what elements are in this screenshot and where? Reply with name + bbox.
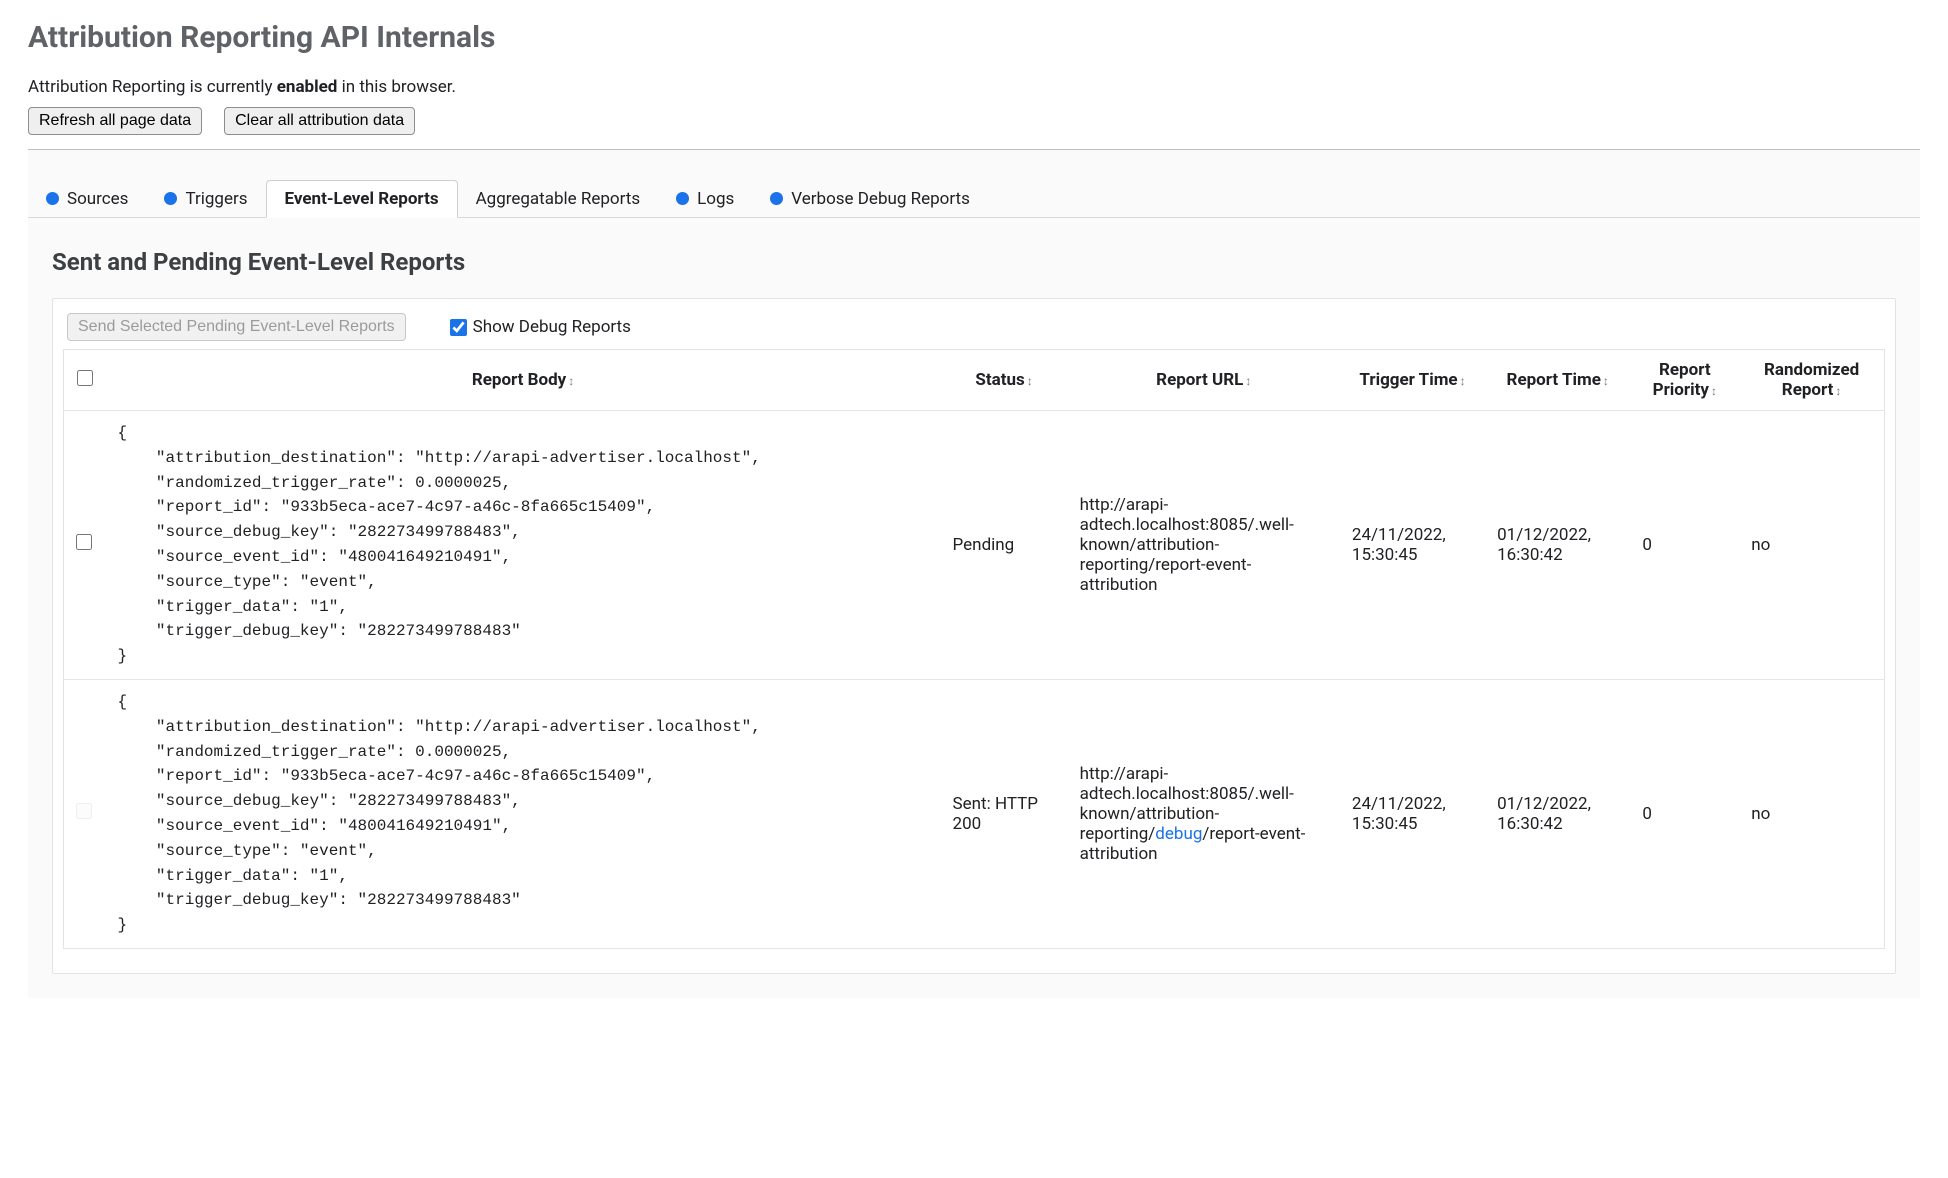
row-select-cell [64, 679, 106, 948]
tab-label: Triggers [185, 189, 247, 209]
tab-label: Verbose Debug Reports [791, 189, 970, 209]
report-box: Send Selected Pending Event-Level Report… [52, 298, 1896, 974]
status-line: Attribution Reporting is currently enabl… [28, 77, 1920, 97]
priority-cell: 0 [1630, 411, 1739, 680]
dot-icon [770, 192, 783, 205]
clear-button[interactable]: Clear all attribution data [224, 107, 415, 135]
tab-label: Event-Level Reports [285, 189, 439, 209]
url-cell: http://arapi-adtech.localhost:8085/.well… [1068, 679, 1340, 948]
tab-sources[interactable]: Sources [28, 180, 146, 217]
report-time-cell: 01/12/2022, 16:30:42 [1485, 679, 1630, 948]
page-title: Attribution Reporting API Internals [28, 20, 1920, 55]
report-time-cell: 01/12/2022, 16:30:42 [1485, 411, 1630, 680]
show-debug-label[interactable]: Show Debug Reports [450, 317, 631, 337]
tab-aggregatable-reports[interactable]: Aggregatable Reports [458, 180, 659, 217]
tab-event-level-reports[interactable]: Event-Level Reports [266, 180, 458, 218]
header-trigger-time[interactable]: Trigger Time↕ [1340, 350, 1485, 411]
status-state: enabled [277, 77, 338, 97]
top-button-row: Refresh all page data Clear all attribut… [28, 107, 1920, 135]
sort-icon: ↕ [1027, 374, 1033, 388]
header-text: Status [975, 370, 1024, 390]
refresh-button[interactable]: Refresh all page data [28, 107, 202, 135]
tab-verbose-debug-reports[interactable]: Verbose Debug Reports [752, 180, 988, 217]
table-row: { "attribution_destination": "http://ara… [64, 679, 1885, 948]
tabs: Sources Triggers Event-Level Reports Agg… [28, 180, 1920, 218]
header-text: Report Priority [1653, 360, 1711, 400]
row-select-cell[interactable] [64, 411, 106, 680]
status-suffix: in this browser. [337, 77, 456, 97]
header-text: Trigger Time [1359, 370, 1457, 390]
header-text: Report Time [1507, 370, 1601, 390]
report-toolbar: Send Selected Pending Event-Level Report… [63, 313, 1885, 349]
dot-icon [46, 192, 59, 205]
dot-icon [164, 192, 177, 205]
header-report-body[interactable]: Report Body↕ [106, 350, 941, 411]
sort-icon: ↕ [1835, 384, 1841, 398]
status-cell: Sent: HTTP 200 [941, 679, 1068, 948]
header-report-time[interactable]: Report Time↕ [1485, 350, 1630, 411]
header-randomized-report[interactable]: Randomized Report↕ [1739, 350, 1884, 411]
tab-label: Aggregatable Reports [476, 189, 641, 209]
status-cell: Pending [941, 411, 1068, 680]
header-text: Report Body [472, 370, 566, 390]
tab-label: Logs [697, 189, 734, 209]
section-title: Sent and Pending Event-Level Reports [52, 248, 1896, 276]
send-selected-button[interactable]: Send Selected Pending Event-Level Report… [67, 313, 406, 341]
randomized-cell: no [1739, 679, 1884, 948]
header-report-priority[interactable]: Report Priority↕ [1630, 350, 1739, 411]
url-debug-fragment: debug [1155, 824, 1202, 844]
header-status[interactable]: Status↕ [941, 350, 1068, 411]
show-debug-text: Show Debug Reports [473, 317, 631, 337]
trigger-time-cell: 24/11/2022, 15:30:45 [1340, 411, 1485, 680]
row-checkbox [76, 803, 92, 819]
sort-icon: ↕ [1245, 374, 1251, 388]
randomized-cell: no [1739, 411, 1884, 680]
tab-logs[interactable]: Logs [658, 180, 752, 217]
priority-cell: 0 [1630, 679, 1739, 948]
tab-label: Sources [67, 189, 128, 209]
status-prefix: Attribution Reporting is currently [28, 77, 277, 97]
header-text: Report URL [1156, 370, 1243, 390]
show-debug-checkbox[interactable] [450, 319, 467, 336]
table-header-row: Report Body↕ Status↕ Report URL↕ Trigger… [64, 350, 1885, 411]
sort-icon: ↕ [1460, 374, 1466, 388]
table-row: { "attribution_destination": "http://ara… [64, 411, 1885, 680]
select-all-checkbox[interactable] [77, 370, 93, 386]
url-cell: http://arapi-adtech.localhost:8085/.well… [1068, 411, 1340, 680]
header-select-all[interactable] [64, 350, 106, 411]
row-checkbox[interactable] [76, 534, 92, 550]
tab-triggers[interactable]: Triggers [146, 180, 265, 217]
sort-icon: ↕ [1603, 374, 1609, 388]
header-text: Randomized Report [1764, 360, 1859, 400]
header-report-url[interactable]: Report URL↕ [1068, 350, 1340, 411]
report-body-cell: { "attribution_destination": "http://ara… [106, 679, 941, 948]
report-body-pre: { "attribution_destination": "http://ara… [118, 421, 929, 669]
report-body-cell: { "attribution_destination": "http://ara… [106, 411, 941, 680]
trigger-time-cell: 24/11/2022, 15:30:45 [1340, 679, 1485, 948]
sort-icon: ↕ [568, 374, 574, 388]
dot-icon [676, 192, 689, 205]
report-body-pre: { "attribution_destination": "http://ara… [118, 690, 929, 938]
sort-icon: ↕ [1711, 384, 1717, 398]
reports-table: Report Body↕ Status↕ Report URL↕ Trigger… [63, 349, 1885, 949]
tabs-container: Sources Triggers Event-Level Reports Agg… [28, 150, 1920, 998]
panel: Sent and Pending Event-Level Reports Sen… [28, 218, 1920, 998]
